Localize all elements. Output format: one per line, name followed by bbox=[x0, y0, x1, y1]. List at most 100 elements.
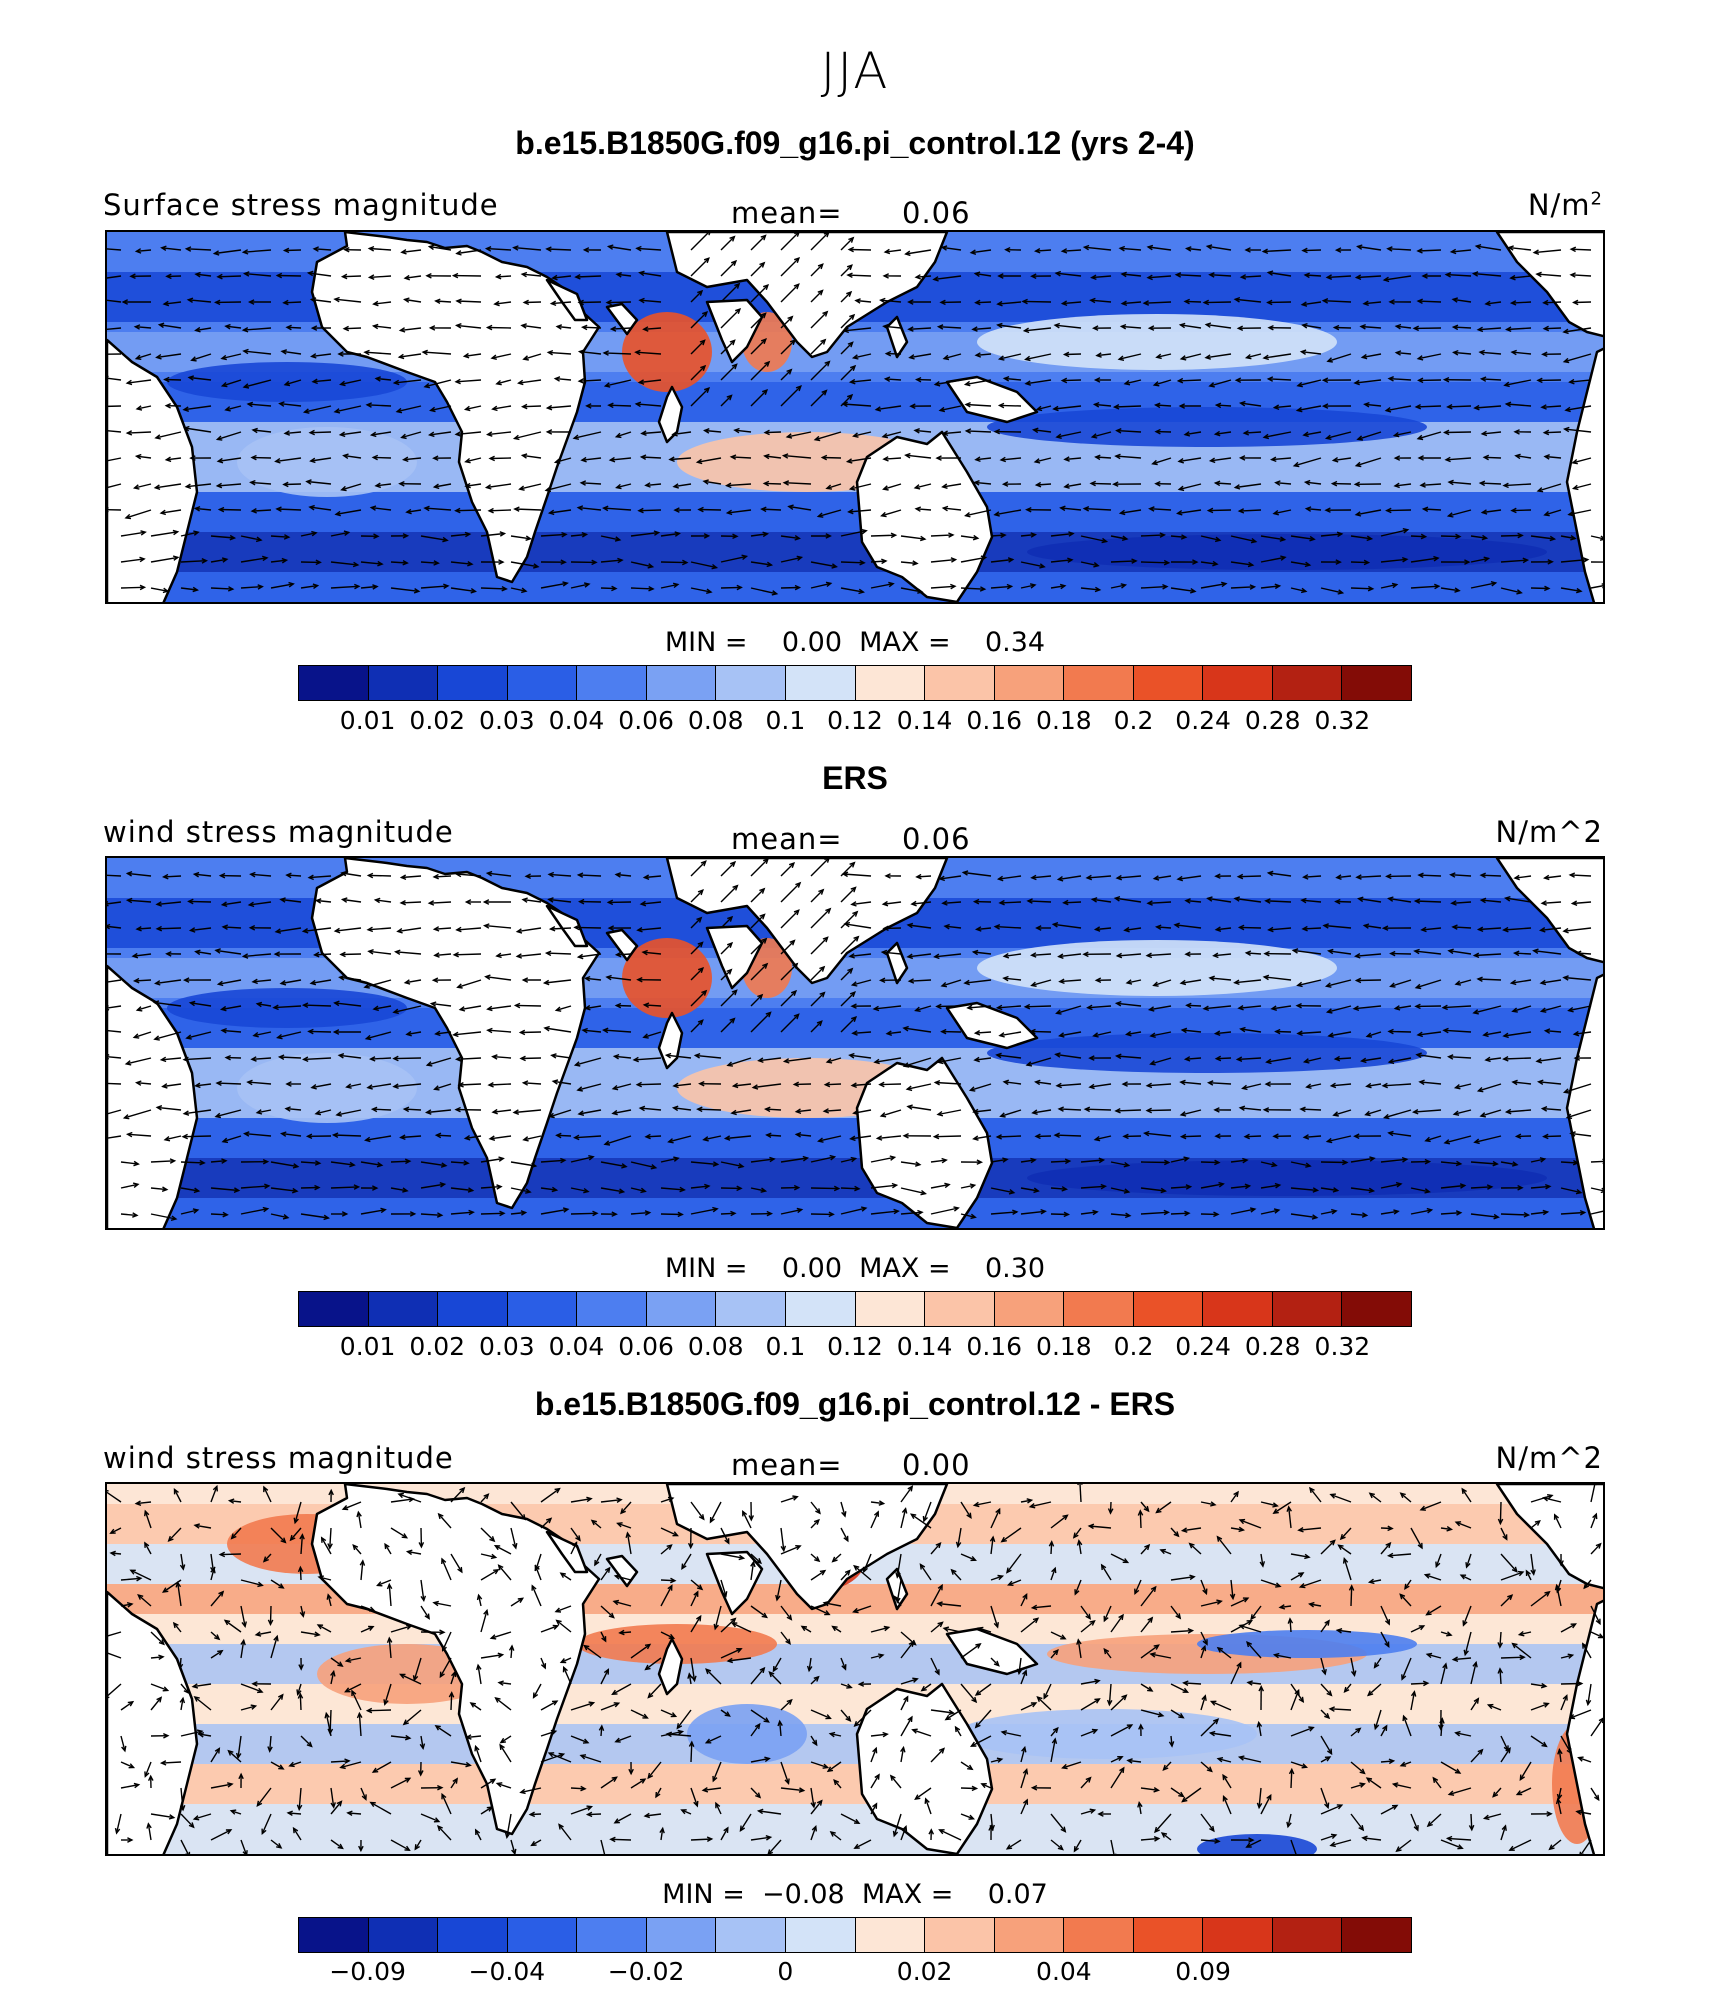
vector-arrowhead bbox=[1497, 1667, 1504, 1674]
vector-arrow bbox=[1290, 1572, 1304, 1581]
vector-arrow bbox=[1500, 559, 1528, 563]
vector-arrowhead bbox=[1504, 401, 1512, 408]
vector-arrowhead bbox=[161, 1587, 169, 1593]
vector-arrowhead bbox=[1292, 461, 1300, 468]
vector-arrow bbox=[900, 1508, 907, 1529]
vector-arrowhead bbox=[1549, 535, 1557, 542]
vector-arrow bbox=[1101, 1564, 1112, 1581]
vector-arrow bbox=[442, 1631, 452, 1651]
vector-arrowhead bbox=[187, 898, 194, 905]
vector-arrowhead bbox=[1401, 1674, 1407, 1681]
vector-arrowhead bbox=[697, 289, 704, 296]
vector-arrow bbox=[1451, 901, 1472, 904]
vector-arrow bbox=[312, 379, 332, 383]
vector-arrowhead bbox=[559, 1572, 566, 1578]
vector-arrow bbox=[1320, 1620, 1330, 1633]
vector-arrow bbox=[1320, 587, 1343, 594]
vector-arrowhead bbox=[548, 925, 556, 932]
vector-arrowhead bbox=[1324, 1712, 1331, 1720]
vector-arrow bbox=[368, 950, 392, 955]
vector-arrowhead bbox=[1024, 380, 1032, 386]
vector-arrowhead bbox=[963, 380, 971, 387]
vector-arrowhead bbox=[550, 1729, 558, 1736]
vector-arrowhead bbox=[1286, 1505, 1292, 1512]
vector-arrowhead bbox=[184, 246, 192, 252]
vector-arrow bbox=[1058, 875, 1082, 881]
vector-arrowhead bbox=[1544, 1183, 1552, 1190]
vector-arrowhead bbox=[1030, 273, 1037, 280]
vector-arrowhead bbox=[285, 324, 292, 331]
vector-arrowhead bbox=[915, 873, 922, 880]
vector-arrowhead bbox=[267, 1746, 273, 1753]
vector-arrowhead bbox=[1532, 948, 1539, 954]
vector-arrow bbox=[934, 1135, 962, 1138]
vector-arrow bbox=[303, 1004, 332, 1007]
vector-arrowhead bbox=[1178, 403, 1186, 409]
vector-arrow bbox=[780, 940, 795, 955]
vector-arrowhead bbox=[742, 1509, 748, 1517]
vector-arrowhead bbox=[944, 1182, 951, 1189]
vector-arrow bbox=[217, 275, 242, 278]
vector-arrow bbox=[1426, 1605, 1442, 1616]
vector-arrow bbox=[290, 1527, 302, 1541]
vector-arrowhead bbox=[349, 1161, 356, 1168]
vector-arrowhead bbox=[1413, 948, 1420, 955]
vector-arrowhead bbox=[1354, 274, 1362, 281]
vector-arrowhead bbox=[813, 1518, 820, 1525]
vector-arrow bbox=[903, 1057, 932, 1067]
vector-arrowhead bbox=[1048, 1540, 1055, 1547]
vector-arrow bbox=[1260, 1184, 1280, 1189]
vector-arrow bbox=[1056, 1083, 1082, 1087]
vector-arrow bbox=[191, 353, 212, 361]
vector-arrowhead bbox=[373, 533, 380, 540]
vector-arrowhead bbox=[1159, 1548, 1166, 1555]
vector-arrowhead bbox=[573, 1134, 580, 1141]
vector-arrowhead bbox=[1564, 406, 1571, 413]
vector-arrow bbox=[1576, 952, 1592, 955]
vector-arrowhead bbox=[1118, 1613, 1124, 1621]
vector-arrow bbox=[613, 1600, 632, 1607]
vector-arrow bbox=[1480, 482, 1502, 485]
vector-arrowhead bbox=[1579, 1209, 1587, 1216]
vector-arrowhead bbox=[1274, 1028, 1281, 1035]
vector-arrow bbox=[579, 379, 602, 382]
vector-arrowhead bbox=[882, 456, 889, 462]
vector-arrowhead bbox=[618, 1629, 625, 1636]
vector-arrow bbox=[822, 456, 842, 459]
vector-arrow bbox=[690, 942, 703, 955]
vector-arrowhead bbox=[1287, 1617, 1294, 1624]
vector-arrow bbox=[996, 1054, 1022, 1059]
vector-arrow bbox=[556, 1005, 572, 1011]
vector-arrow bbox=[1320, 1735, 1333, 1755]
vector-arrow bbox=[893, 1595, 902, 1607]
vector-arrow bbox=[720, 395, 732, 407]
vector-arrowhead bbox=[1321, 403, 1329, 409]
colorbar-swatch bbox=[507, 1918, 578, 1952]
vector-arrowhead bbox=[794, 535, 801, 541]
vector-arrow bbox=[1200, 583, 1227, 589]
vector-arrowhead bbox=[423, 505, 430, 512]
vector-arrow bbox=[750, 1667, 765, 1685]
vector-arrow bbox=[1115, 897, 1142, 903]
vector-arrowhead bbox=[787, 504, 794, 510]
vector-arrowhead bbox=[1447, 1054, 1454, 1060]
vector-arrow bbox=[850, 483, 872, 490]
vector-arrowhead bbox=[976, 1626, 984, 1633]
vector-arrow bbox=[570, 1806, 592, 1815]
vector-arrowhead bbox=[763, 1717, 770, 1723]
vector-arrowhead bbox=[136, 1575, 143, 1582]
vector-arrow bbox=[1302, 301, 1322, 306]
vector-arrowhead bbox=[555, 324, 563, 330]
vector-arrow bbox=[1050, 1187, 1067, 1190]
vector-arrow bbox=[263, 1486, 272, 1503]
vector-arrow bbox=[1334, 326, 1352, 329]
vector-arrow bbox=[156, 901, 182, 906]
vector-arrow bbox=[194, 1524, 212, 1529]
vector-arrowhead bbox=[227, 1782, 234, 1788]
vector-arrow bbox=[1537, 483, 1562, 492]
vector-arrow bbox=[1366, 1083, 1382, 1087]
vector-arrow bbox=[1115, 1109, 1142, 1112]
vector-arrow bbox=[1110, 1839, 1115, 1854]
vector-arrowhead bbox=[366, 872, 374, 879]
vector-arrowhead bbox=[573, 924, 580, 931]
